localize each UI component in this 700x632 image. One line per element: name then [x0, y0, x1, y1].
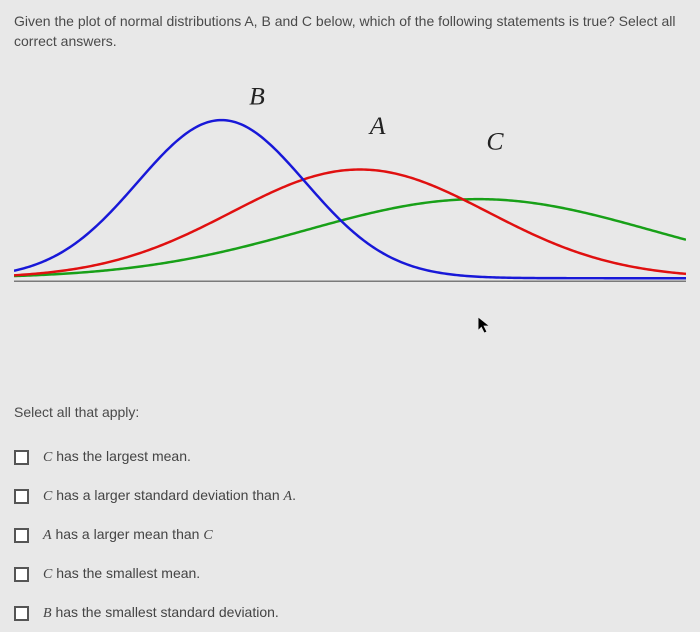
option-row-2[interactable]: A has a larger mean than C	[14, 515, 686, 554]
checkbox-1[interactable]	[14, 489, 29, 504]
curve-C	[14, 199, 686, 276]
option-label-1: C has a larger standard deviation than A…	[43, 487, 296, 505]
question-container: Given the plot of normal distributions A…	[0, 0, 700, 632]
select-prompt: Select all that apply:	[14, 404, 686, 420]
curve-label-C: C	[486, 127, 504, 156]
option-label-2: A has a larger mean than C	[43, 526, 213, 544]
checkbox-4[interactable]	[14, 606, 29, 621]
question-text: Given the plot of normal distributions A…	[14, 12, 686, 51]
option-row-1[interactable]: C has a larger standard deviation than A…	[14, 476, 686, 515]
curve-label-A: A	[368, 111, 386, 140]
cursor-icon	[478, 318, 488, 333]
checkbox-3[interactable]	[14, 567, 29, 582]
checkbox-0[interactable]	[14, 450, 29, 465]
option-label-3: C has the smallest mean.	[43, 565, 200, 583]
plot-area: B A C	[14, 79, 686, 344]
option-row-4[interactable]: B has the smallest standard deviation.	[14, 593, 686, 632]
distribution-plot: B A C	[14, 79, 686, 344]
option-row-3[interactable]: C has the smallest mean.	[14, 554, 686, 593]
option-label-4: B has the smallest standard deviation.	[43, 604, 279, 622]
option-row-0[interactable]: C has the largest mean.	[14, 438, 686, 476]
curve-label-B: B	[249, 81, 265, 110]
options-list: C has the largest mean. C has a larger st…	[14, 438, 686, 632]
curve-A	[14, 170, 686, 276]
checkbox-2[interactable]	[14, 528, 29, 543]
option-label-0: C has the largest mean.	[43, 448, 191, 466]
